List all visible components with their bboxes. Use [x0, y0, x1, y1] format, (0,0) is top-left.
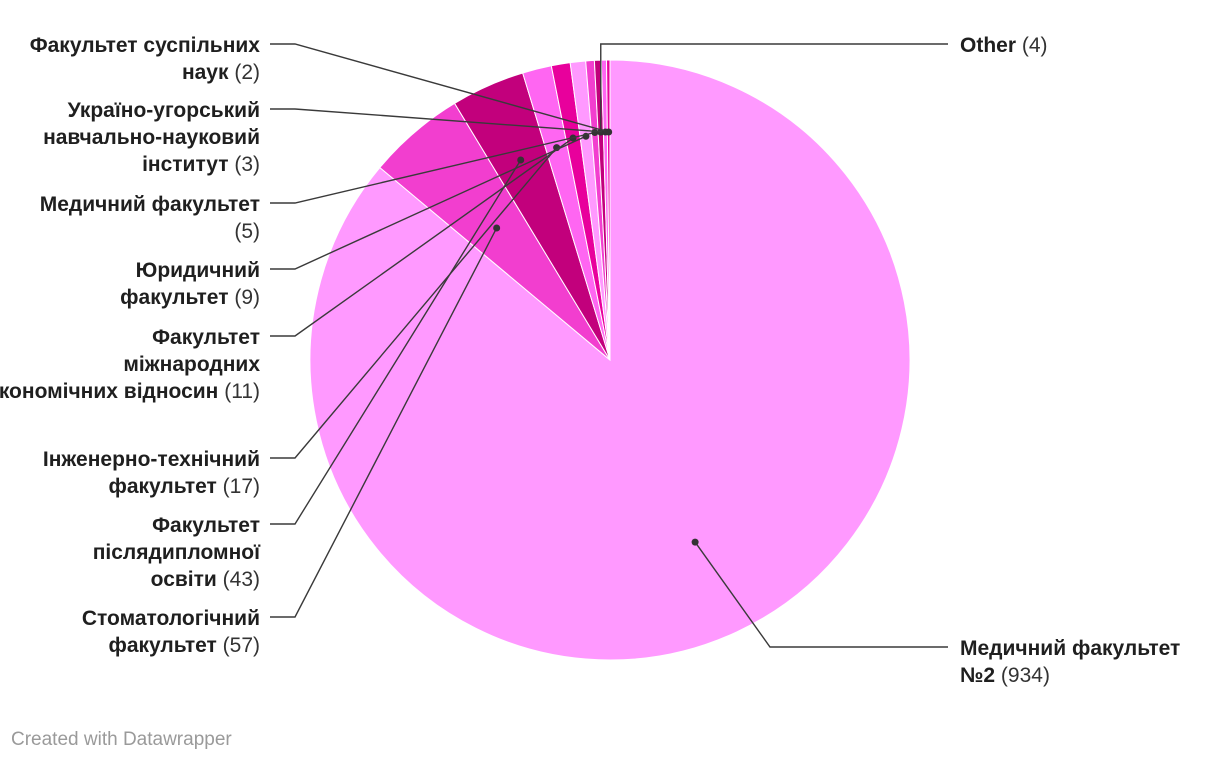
slice-value: (57) — [217, 634, 260, 657]
leader-line-стоматологічний-факультет — [270, 227, 498, 618]
slice-value: (43) — [217, 568, 260, 591]
leader-line-медичний-факультет — [270, 131, 595, 204]
slice-value: (934) — [995, 664, 1050, 687]
leader-dot-факультет-суспільних-наук — [605, 128, 613, 136]
leader-line-факультет-післядипломної-освіти — [270, 159, 522, 525]
slice-labels: Медичний факультет №2 (934) Стоматологічни… — [0, 34, 1180, 687]
slice-value: (4) — [1016, 34, 1048, 57]
slice-label-факультет-міжнародних-економічних-відносин: Факультет міжнародних економічних відносин… — [0, 326, 260, 403]
leader-line-факультет-суспільних-наук — [270, 43, 609, 133]
leader-dot-стоматологічний-факультет — [493, 224, 501, 232]
leader-line-факультет-міжнародних-економічних-відносин — [270, 137, 574, 337]
slice-value: (5) — [234, 220, 260, 243]
slice-label-інженерно-технічний-факультет: Інженерно-технічний факультет (17) — [43, 448, 260, 498]
pie-slices — [309, 59, 911, 661]
credit-text: Created with Datawrapper — [11, 729, 232, 750]
slice-label-факультет-суспільних-наук: Факультет суспільних наук (2) — [30, 34, 261, 84]
slice-label-стоматологічний-факультет: Стоматологічний факультет (57) — [82, 607, 260, 657]
leader-line-юридичний-факультет — [270, 135, 587, 270]
slice-label-медичний-факультет: Медичний факультет (5) — [40, 193, 260, 243]
slice-label-other: Other (4) — [960, 34, 1048, 57]
leader-dot-факультет-післядипломної-освіти — [517, 156, 525, 164]
leader-lines — [270, 43, 948, 648]
slice-label-юридичний-факультет: Юридичний факультет (9) — [120, 259, 260, 309]
leader-dot-медичний-факультет-2 — [691, 538, 699, 546]
leader-line-other — [600, 43, 948, 133]
slice-label-факультет-післядипломної-освіти: Факультет післядипломної освіти (43) — [93, 514, 261, 591]
leader-line-інженерно-технічний-факультет — [270, 147, 558, 459]
slice-value: (2) — [229, 61, 261, 84]
slice-value: (11) — [218, 380, 260, 403]
slice-value: (9) — [229, 286, 261, 309]
slice-value: (17) — [217, 475, 260, 498]
slice-value: (3) — [229, 153, 261, 176]
leader-line-медичний-факультет-2 — [694, 541, 948, 648]
slice-label-україно-угорський-навчально-науковий-інститут: Україно-угорський навчально-науковий інсти… — [43, 99, 260, 176]
leader-line-україно-угорський-навчально-науковий-інститут — [270, 108, 606, 133]
slice-label-медичний-факультет-2: Медичний факультет №2 (934) — [960, 637, 1180, 687]
